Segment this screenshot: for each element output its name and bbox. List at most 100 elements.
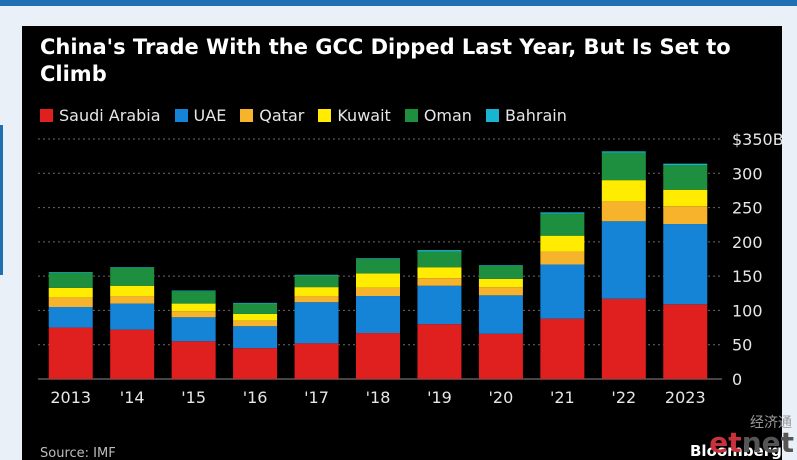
chart-card: China's Trade With the GCC Dipped Last Y… <box>22 26 782 460</box>
bar-segment-oman <box>478 265 523 279</box>
bar-segment-saudi-arabia <box>110 329 155 379</box>
bar-segment-uae <box>417 285 462 325</box>
y-tick-label: 100 <box>732 301 763 320</box>
y-tick-label: 200 <box>732 233 763 252</box>
bar-segment-oman <box>417 251 462 268</box>
legend-swatch <box>240 108 254 122</box>
bar-segment-oman <box>663 165 708 190</box>
bar-segment-uae <box>601 221 646 299</box>
x-tick-label: 2023 <box>665 388 706 407</box>
legend-label: Qatar <box>259 105 305 125</box>
x-tick-label: '17 <box>304 388 329 407</box>
y-tick-label: $350B <box>732 130 782 149</box>
watermark-logo-e: e <box>709 426 729 459</box>
bar-segment-bahrain <box>478 265 523 266</box>
legend-item-oman: Oman <box>404 105 472 125</box>
watermark-logo: etnet <box>709 426 794 459</box>
bar-segment-saudi-arabia <box>356 333 400 379</box>
legend-label: Oman <box>423 105 472 125</box>
bar-segment-qatar <box>294 296 339 303</box>
bar-segment-kuwait <box>294 287 339 297</box>
legend-label: Saudi Arabia <box>59 105 161 125</box>
brand-label: Bloomberg <box>690 442 782 460</box>
x-tick-label: '20 <box>489 388 514 407</box>
x-tick-label: '16 <box>243 388 268 407</box>
bar-segment-bahrain <box>417 250 462 252</box>
bar-segment-bahrain <box>110 267 155 268</box>
bar-segment-uae <box>171 317 216 342</box>
legend-swatch <box>318 108 332 122</box>
bar-segment-kuwait <box>478 278 523 288</box>
bar-segment-qatar <box>171 311 216 318</box>
legend-item-saudi-arabia: Saudi Arabia <box>40 106 161 125</box>
legend-swatch <box>40 108 53 122</box>
bar-segment-bahrain <box>233 302 278 304</box>
bar-segment-saudi-arabia <box>233 348 278 379</box>
legend-label: Bahrain <box>504 105 567 125</box>
watermark: 经济通 etnet <box>708 412 796 460</box>
x-tick-label: '18 <box>366 388 391 407</box>
legend-label: Kuwait <box>337 105 391 125</box>
bar-segment-saudi-arabia <box>663 304 708 379</box>
bar-segment-uae <box>478 295 523 334</box>
x-tick-label: 2013 <box>50 388 91 407</box>
legend-item-bahrain: Bahrain <box>485 105 567 125</box>
bar-segment-bahrain <box>663 163 708 166</box>
bar-segment-qatar <box>478 287 523 296</box>
bar-segment-kuwait <box>417 267 462 279</box>
bar-segment-qatar <box>540 251 585 265</box>
bar-segment-kuwait <box>171 303 216 312</box>
y-tick-label: 50 <box>732 336 752 355</box>
bar-segment-uae <box>540 264 585 319</box>
x-tick-label: '21 <box>550 388 575 407</box>
bar-segment-kuwait <box>110 285 155 297</box>
bar-segment-saudi-arabia <box>540 318 585 379</box>
bar-segment-qatar <box>356 287 400 297</box>
legend-item-kuwait: Kuwait <box>318 105 391 125</box>
bar-segment-bahrain <box>171 290 216 292</box>
bar-segment-qatar <box>48 297 93 307</box>
bar-segment-qatar <box>417 278 462 286</box>
legend-item-uae: UAE <box>174 105 227 125</box>
bar-segment-bahrain <box>356 258 400 259</box>
legend-label: UAE <box>193 105 227 125</box>
y-tick-label: 300 <box>732 164 763 183</box>
bar-segment-kuwait <box>601 180 646 202</box>
bar-segment-kuwait <box>540 235 585 252</box>
x-tick-label: '22 <box>611 388 636 407</box>
bar-segment-oman <box>233 303 278 314</box>
bar-segment-uae <box>233 326 278 349</box>
bar-segment-kuwait <box>233 313 278 321</box>
bar-segment-oman <box>601 152 646 181</box>
bar-segment-oman <box>171 291 216 304</box>
bar-segment-kuwait <box>356 273 400 288</box>
bar-segment-oman <box>356 259 400 274</box>
bar-segment-bahrain <box>540 212 585 214</box>
chart-title: China's Trade With the GCC Dipped Last Y… <box>40 35 731 86</box>
bar-segment-uae <box>294 302 339 344</box>
bar-segment-oman <box>540 213 585 236</box>
legend-item-qatar: Qatar <box>240 106 304 125</box>
watermark-logo-net: net <box>741 426 794 459</box>
bar-segment-saudi-arabia <box>48 327 93 379</box>
legend: Saudi Arabia UAE Qatar Kuwait Oman Bahrain <box>40 104 581 126</box>
bar-segment-oman <box>48 272 93 288</box>
bar-segment-uae <box>663 224 708 305</box>
x-tick-label: '14 <box>120 388 145 407</box>
bar-segment-saudi-arabia <box>417 324 462 379</box>
x-tick-label: '15 <box>181 388 206 407</box>
legend-swatch <box>404 108 418 122</box>
legend-swatch <box>174 108 188 122</box>
bar-segment-qatar <box>601 201 646 222</box>
bar-segment-uae <box>110 303 155 330</box>
y-tick-label: 0 <box>732 370 742 389</box>
watermark-logo-t: t <box>728 426 742 459</box>
y-tick-label: 250 <box>732 199 763 218</box>
bar-segment-oman <box>110 267 155 286</box>
watermark-cn-text: 经济通 <box>750 415 792 431</box>
legend-swatch <box>485 108 499 122</box>
y-tick-label: 150 <box>732 267 763 286</box>
bar-segment-oman <box>294 275 339 288</box>
bar-segment-qatar <box>663 206 708 225</box>
bar-segment-bahrain <box>294 274 339 276</box>
